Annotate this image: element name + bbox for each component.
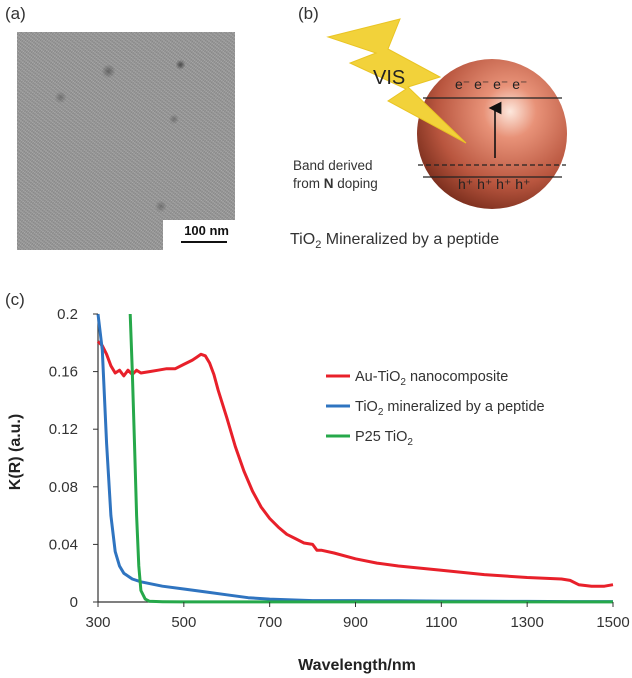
scale-bar: 100 nm [163, 220, 235, 250]
y-tick-label: 0.04 [49, 536, 78, 553]
chart-legend: Au-TiO2 nanocomposite TiO2 mineralized by… [326, 369, 545, 448]
x-tick-label: 1300 [510, 614, 543, 631]
y-tick-label: 0.08 [49, 479, 78, 496]
y-tick-label: 0 [70, 594, 78, 611]
x-tick-label: 1100 [425, 614, 457, 631]
holes-label: h⁺ h⁺ h⁺ h⁺ [458, 176, 531, 192]
lightning-bolt-icon [326, 18, 467, 144]
series-line-2 [128, 313, 613, 604]
schematic-caption: TiO2 Mineralized by a peptide [290, 231, 500, 252]
y-tick-label: 0.16 [49, 364, 78, 381]
y-axis-label: K(R) (a.u.) [7, 414, 24, 490]
vis-label: VIS [373, 67, 406, 89]
legend-label-1: TiO2 mineralized by a peptide [355, 399, 545, 418]
x-tick-label: 300 [85, 614, 110, 631]
chart-series [96, 313, 614, 604]
x-tick-label: 700 [257, 614, 282, 631]
y-tick-label: 0.2 [57, 306, 78, 323]
band-text-line2: from N doping [293, 176, 378, 191]
absorbance-chart: 300 500 700 900 1100 1300 1500 0 0.04 0.08 0.12 0.1… [7, 306, 630, 674]
band-schematic: VIS e⁻ e⁻ e⁻ e⁻ h⁺ h⁺ h⁺ h⁺ Band derived… [290, 15, 630, 265]
legend-label-2: P25 TiO2 [355, 429, 413, 448]
panel-label-a: (a) [5, 4, 26, 23]
legend-label-0: Au-TiO2 nanocomposite [355, 369, 508, 388]
x-tick-label: 900 [343, 614, 368, 631]
x-tick-label: 1500 [596, 614, 629, 631]
panel-label-c: (c) [5, 290, 25, 309]
y-tick-label: 0.12 [49, 421, 78, 438]
nitrogen-label: N [323, 176, 334, 191]
x-axis-label: Wavelength/nm [298, 657, 416, 674]
electrons-label: e⁻ e⁻ e⁻ e⁻ [455, 76, 528, 92]
chart-ticks: 300 500 700 900 1100 1300 1500 0 0.04 0.08 0.12 0.1… [49, 306, 630, 631]
tio2-particle [417, 59, 567, 209]
tem-micrograph: 100 nm [17, 32, 235, 250]
panel-label-b: (b) [298, 4, 319, 23]
band-text-line1: Band derived [293, 158, 373, 173]
x-tick-label: 500 [171, 614, 196, 631]
scale-bar-label: 100 nm [184, 223, 229, 238]
schematic-drawing [326, 18, 567, 209]
scale-bar-line [181, 241, 227, 243]
